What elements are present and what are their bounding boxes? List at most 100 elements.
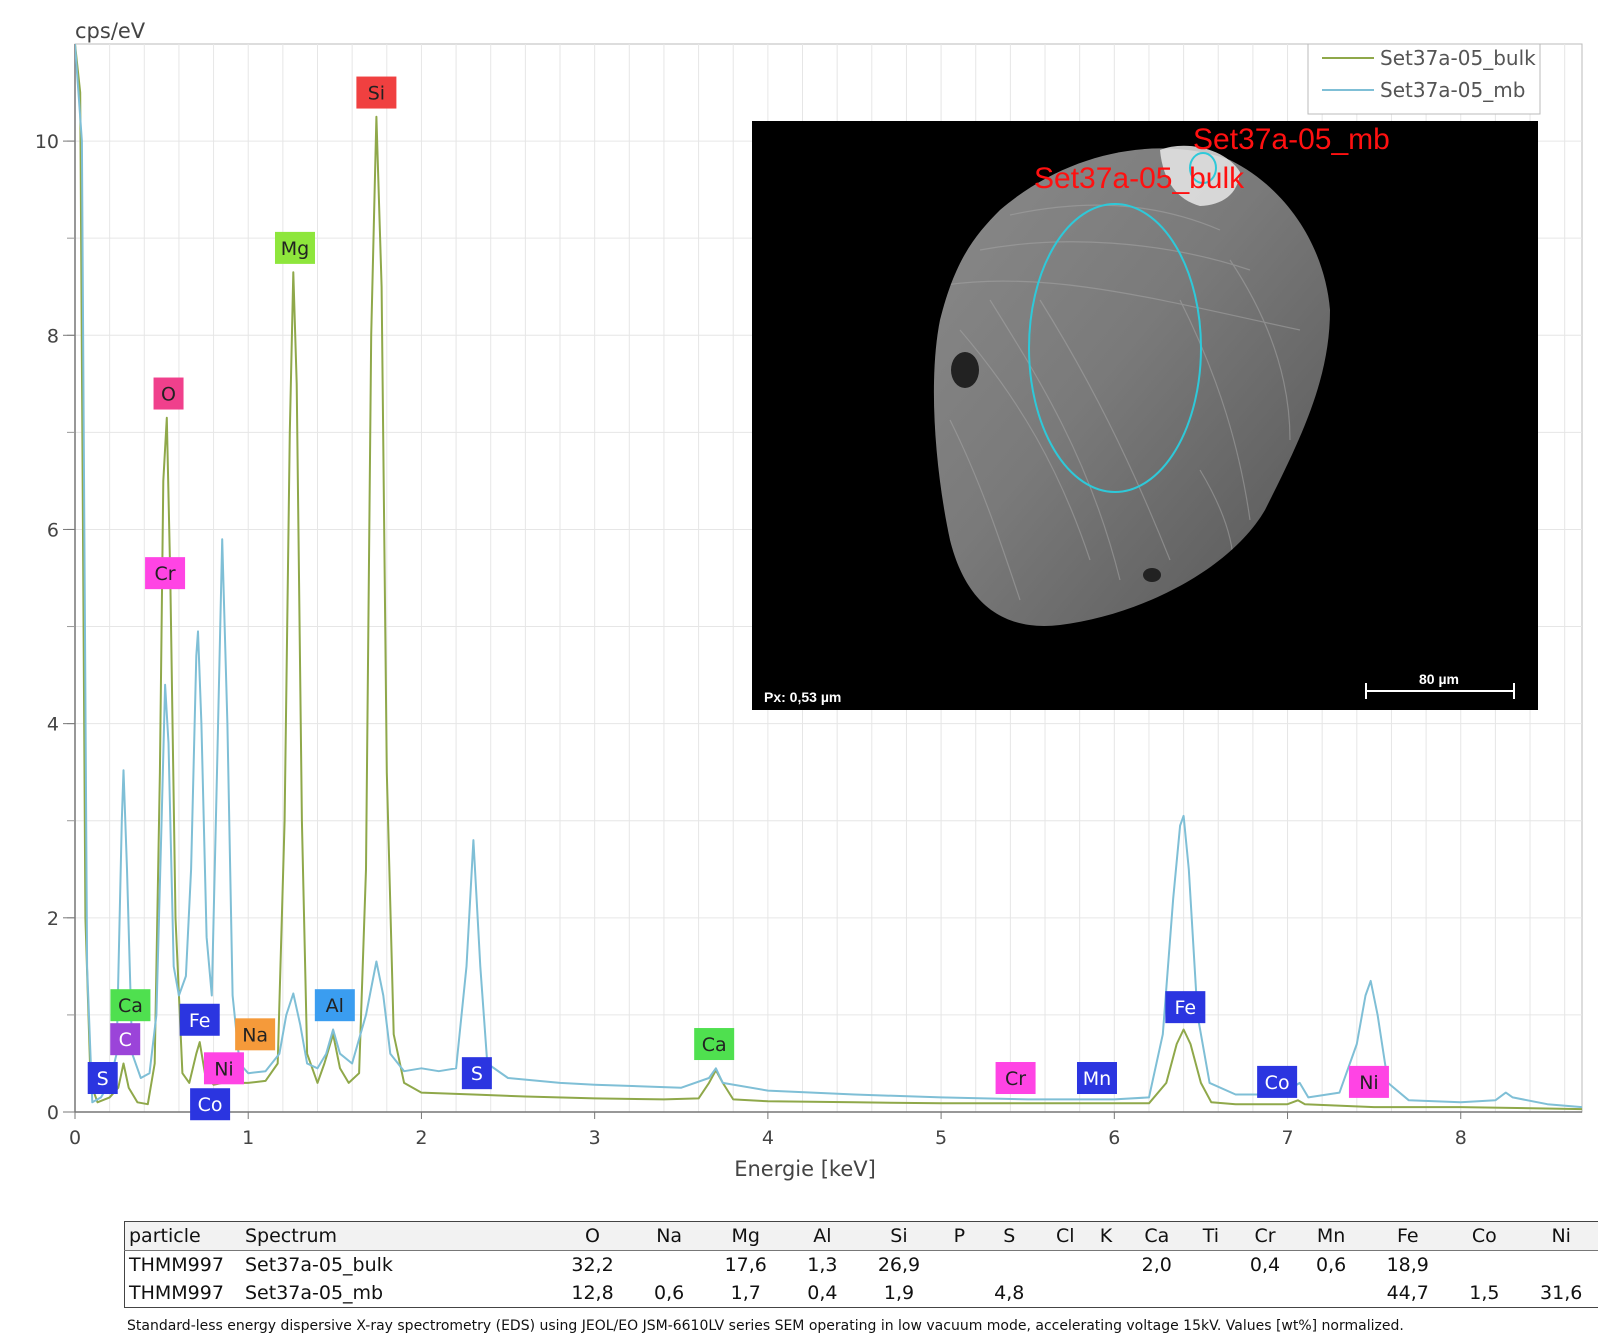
y-tick-label: 0 — [47, 1102, 59, 1124]
element-label-box — [153, 377, 184, 410]
tick-labels: 0 1 2 3 4 5 6 7 8 0 2 4 6 8 10 — [35, 131, 1467, 1149]
element-label-box — [314, 989, 355, 1022]
x-tick-label: 2 — [415, 1127, 427, 1149]
x-tick-label: 5 — [935, 1127, 947, 1149]
table-cell: 31,6 — [1540, 1282, 1583, 1304]
element-label-text: Mg — [281, 238, 309, 260]
axes — [74, 44, 1582, 1113]
table-cell: 4,8 — [994, 1282, 1025, 1304]
table-cell: THMM997 — [129, 1282, 224, 1304]
element-label-box — [694, 1028, 735, 1061]
table-row: THMM997 Set37a-05_mb 12,8 0,6 1,7 0,4 1,9 4,8 44… — [125, 1279, 1598, 1308]
table-cell: 26,9 — [877, 1254, 921, 1276]
table-header-cell: S — [976, 1221, 1043, 1251]
x-tick-label: 3 — [589, 1127, 601, 1149]
element-label-box — [190, 1088, 231, 1121]
element-label-box — [1348, 1065, 1389, 1098]
element-label-text: Ca — [702, 1034, 727, 1056]
table-cell — [1451, 1251, 1517, 1280]
table-cell: 17,6 — [724, 1254, 767, 1276]
table-header-cell: particle — [124, 1221, 241, 1251]
table-cell — [1124, 1279, 1190, 1308]
table-cell: 0,4 — [1249, 1254, 1281, 1276]
element-label-text: Ca — [118, 995, 143, 1017]
table-header-cell: K — [1088, 1221, 1124, 1251]
element-label-text: O — [161, 384, 176, 406]
element-label-cr: Cr — [145, 557, 186, 590]
x-tick-label: 4 — [762, 1127, 774, 1149]
table-cell: 12,8 — [571, 1282, 614, 1304]
element-label-al: Al — [314, 989, 355, 1022]
table-header-cell: Mg — [702, 1221, 790, 1251]
table-body: THMM997 Set37a-05_bulk 32,2 17,6 1,3 26,9 2,0 0… — [125, 1251, 1598, 1308]
composition-table: particle Spectrum O Na Mg Al Si P S Cl K Ca Ti Cr Mn Fe… — [124, 1221, 1598, 1308]
table-cell: 18,9 — [1386, 1254, 1429, 1276]
y-tick-label: 10 — [35, 131, 59, 153]
table-cell: Set37a-05_bulk — [245, 1254, 393, 1276]
sem-mb-region-marker — [1189, 152, 1217, 184]
table-header-cell: Na — [636, 1221, 703, 1251]
element-label-s: S — [87, 1062, 118, 1095]
table-cell — [1042, 1251, 1088, 1280]
x-tick-label: 0 — [69, 1127, 81, 1149]
x-axis-title: Energie [keV] — [734, 1157, 876, 1181]
element-label-co: Co — [190, 1088, 231, 1121]
sem-bright-rim — [1160, 145, 1240, 206]
element-label-text: Si — [368, 83, 385, 105]
element-label-box — [1165, 991, 1206, 1024]
table-header-cell: Fe — [1364, 1221, 1452, 1251]
table-cell — [636, 1251, 702, 1280]
table-cell: 1,7 — [730, 1282, 761, 1304]
x-tick-label: 8 — [1455, 1127, 1467, 1149]
table-header-row: particle Spectrum O Na Mg Al Si P S Cl K Ca Ti Cr Mn Fe… — [124, 1221, 1598, 1251]
element-label-si: Si — [356, 76, 397, 109]
legend: Set37a-05_bulk Set37a-05_mb — [1307, 43, 1541, 115]
table-cell: 0,6 — [1316, 1254, 1347, 1276]
table-cell: 0,4 — [807, 1282, 838, 1304]
table-header-cell: Mn — [1298, 1221, 1365, 1251]
table-header-cell: Co — [1451, 1221, 1518, 1251]
y-tick-label: 2 — [47, 908, 59, 930]
element-label-box — [1076, 1062, 1117, 1095]
legend-box — [1307, 43, 1541, 115]
table-cell — [1298, 1279, 1364, 1308]
element-label-box — [461, 1057, 492, 1090]
table-cell: 32,2 — [571, 1254, 614, 1276]
y-tick-label: 6 — [47, 519, 59, 541]
element-label-ni: Ni — [1348, 1065, 1389, 1098]
element-label-box — [1257, 1065, 1298, 1098]
y-tick-label: 8 — [47, 325, 59, 347]
table-cell: 2,0 — [1141, 1254, 1172, 1276]
table-header-cell: P — [942, 1221, 977, 1251]
sem-dark-pit — [951, 352, 979, 388]
x-tick-label: 7 — [1281, 1127, 1293, 1149]
table-header-cell: Si — [855, 1221, 943, 1251]
table-header-cell: O — [549, 1221, 637, 1251]
table-header-cell: Cl — [1042, 1221, 1089, 1251]
element-label-box — [203, 1052, 244, 1085]
legend-label-bulk: Set37a-05_bulk — [1380, 46, 1536, 70]
table-cell: THMM997 — [129, 1254, 224, 1276]
element-label-s: S — [461, 1057, 492, 1090]
element-label-mn: Mn — [1076, 1062, 1117, 1095]
table-cell — [943, 1251, 977, 1280]
element-label-c: C — [110, 1023, 141, 1056]
sem-bulk-region-marker — [1028, 203, 1202, 493]
sem-label-bulk: Set37a-05_bulk — [1034, 162, 1245, 195]
element-label-o: O — [153, 377, 184, 410]
series-line-bulk — [75, 44, 1582, 1111]
element-label-box — [995, 1062, 1036, 1095]
table-header-cell: Cr — [1231, 1221, 1299, 1251]
table-header-cell: Al — [789, 1221, 856, 1251]
element-label-text: Co — [198, 1094, 223, 1116]
sem-particle — [933, 148, 1330, 626]
table-cell — [1042, 1279, 1088, 1308]
element-label-box — [145, 557, 186, 590]
element-label-box — [87, 1062, 118, 1095]
element-label-text: Cr — [1005, 1068, 1026, 1090]
sem-pixel-size: Px: 0,53 µm — [764, 689, 841, 705]
element-label-text: Cr — [155, 563, 176, 585]
element-label-text: Fe — [189, 1010, 211, 1032]
table-cell — [1088, 1279, 1123, 1308]
